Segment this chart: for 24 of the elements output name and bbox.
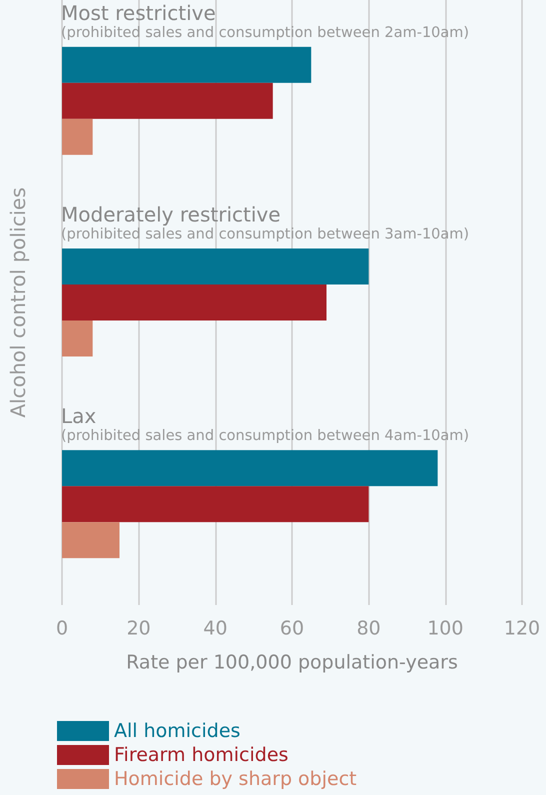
x-tick-label: 120 xyxy=(504,618,540,640)
legend-label: All homicides xyxy=(114,720,240,742)
bar xyxy=(62,450,438,486)
bar xyxy=(62,118,93,155)
y-tick-label: Most restrictive (prohibited sales and consumption between 2am-10am) xyxy=(61,0,470,41)
y-tick-label: Lax (prohibited sales and consumption between 4am-10am) xyxy=(61,404,470,444)
bar xyxy=(62,82,273,119)
x-tick-label: 60 xyxy=(280,618,304,640)
legend-label: Homicide by sharp object xyxy=(114,768,357,790)
bar xyxy=(62,486,369,522)
bar xyxy=(62,46,312,83)
y-axis-title: Alcohol control policies xyxy=(6,187,30,418)
x-tick-label: 40 xyxy=(203,618,228,640)
bar xyxy=(62,284,326,320)
x-tick-label: 80 xyxy=(356,618,381,640)
x-axis-title: Rate per 100,000 population-years xyxy=(126,652,458,674)
x-tick-label: 100 xyxy=(427,618,464,640)
bar xyxy=(62,248,369,284)
bar xyxy=(62,522,120,558)
y-tick-label: Moderately restrictive (prohibited sales and consumption between 3am-10am) xyxy=(61,202,470,242)
x-tick-label: 0 xyxy=(56,618,68,640)
x-tick-label: 20 xyxy=(126,618,151,640)
bar xyxy=(62,320,93,356)
legend-label: Firearm homicides xyxy=(114,744,288,766)
